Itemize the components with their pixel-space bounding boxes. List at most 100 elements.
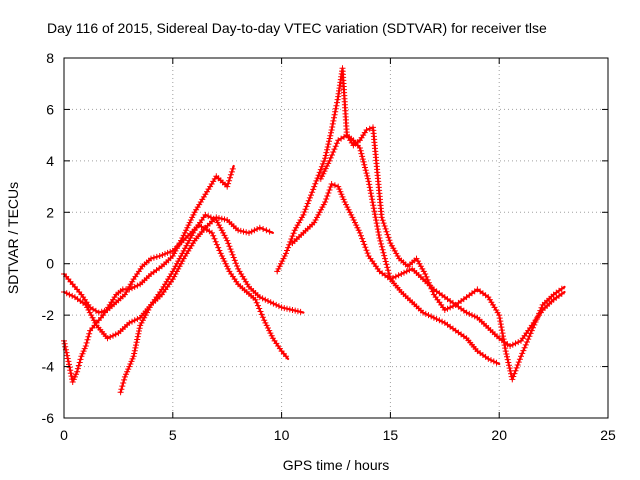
data-point [385, 270, 392, 277]
data-point [376, 235, 383, 241]
data-point [366, 125, 373, 132]
data-point [503, 351, 510, 357]
data-point [229, 251, 236, 258]
data-point [133, 342, 139, 349]
data-point [327, 154, 334, 161]
data-point [134, 316, 141, 322]
data-point [466, 310, 473, 317]
data-point [537, 307, 544, 314]
data-point [136, 328, 142, 334]
data-point [471, 313, 478, 320]
data-point [317, 166, 324, 173]
data-point [332, 143, 339, 150]
data-point [504, 356, 511, 363]
data-point [427, 282, 434, 289]
data-point [328, 127, 335, 133]
data-point [365, 178, 372, 185]
data-point [117, 389, 124, 396]
data-point [281, 253, 288, 259]
data-point [275, 265, 282, 272]
data-point [69, 379, 76, 385]
data-point [132, 344, 139, 351]
data-point [190, 229, 197, 236]
data-point [141, 314, 148, 321]
data-point [136, 325, 143, 332]
data-point [123, 371, 129, 378]
data-point [281, 305, 288, 312]
data-point [444, 305, 451, 312]
data-point [385, 234, 392, 241]
data-point [341, 199, 348, 205]
data-point [497, 321, 504, 328]
data-point [318, 206, 324, 213]
data-point [371, 211, 378, 218]
data-point [534, 313, 541, 320]
data-point [387, 276, 394, 283]
data-point [320, 170, 327, 177]
x-tick-labels: 0 5 10 15 20 25 [60, 427, 616, 443]
data-point [528, 327, 535, 334]
y-tick-labels: -6 -4 -2 0 2 4 6 8 [42, 50, 55, 426]
data-point [359, 153, 366, 160]
data-point [388, 242, 395, 249]
data-point [512, 340, 519, 347]
data-point [358, 232, 364, 239]
data-point [378, 240, 385, 247]
data-point [308, 192, 314, 199]
data-point [66, 291, 73, 298]
data-point [144, 309, 150, 316]
data-point [493, 359, 500, 366]
data-point [175, 265, 182, 272]
x-tick-label: 0 [60, 427, 68, 443]
axis-ticks [63, 57, 609, 419]
data-point [202, 211, 209, 218]
data-point [318, 163, 325, 170]
data-point [171, 273, 178, 280]
data-point [331, 146, 338, 153]
data-point [504, 353, 510, 360]
y-tick-label: 8 [46, 50, 54, 66]
data-point [118, 386, 125, 393]
data-point [131, 317, 138, 324]
data-point [183, 227, 190, 234]
data-point [375, 232, 382, 238]
data-point [345, 206, 352, 213]
data-point [349, 214, 356, 221]
data-point [187, 217, 194, 223]
data-point [248, 228, 255, 235]
data-point [73, 371, 79, 378]
y-tick-label: 0 [46, 256, 54, 272]
data-point [212, 238, 219, 245]
data-point [323, 149, 330, 156]
data-point [514, 362, 521, 368]
data-point [520, 347, 527, 354]
data-point [221, 216, 228, 223]
data-point [364, 175, 371, 182]
data-point [362, 164, 368, 171]
x-tick-label: 5 [169, 427, 177, 443]
y-axis-label: SDTVAR / TECUs [5, 182, 21, 294]
data-point [428, 285, 435, 292]
data-point [401, 269, 407, 276]
data-point [178, 237, 184, 244]
data-point [223, 263, 230, 270]
data-point [506, 365, 513, 372]
data-point [332, 108, 339, 115]
data-point [496, 315, 503, 322]
data-point [433, 316, 440, 322]
data-point [360, 238, 367, 245]
data-point [362, 244, 369, 251]
data-point [150, 254, 157, 261]
data-point [254, 226, 261, 232]
data-point [85, 307, 92, 313]
data-point [186, 237, 193, 244]
data-point [285, 244, 292, 251]
data-point [370, 202, 377, 209]
data-point [88, 312, 95, 319]
data-point [222, 260, 229, 267]
data-point [327, 132, 334, 139]
data-point [127, 361, 134, 367]
data-point [187, 235, 194, 241]
data-point [74, 368, 81, 375]
data-point [525, 336, 532, 343]
